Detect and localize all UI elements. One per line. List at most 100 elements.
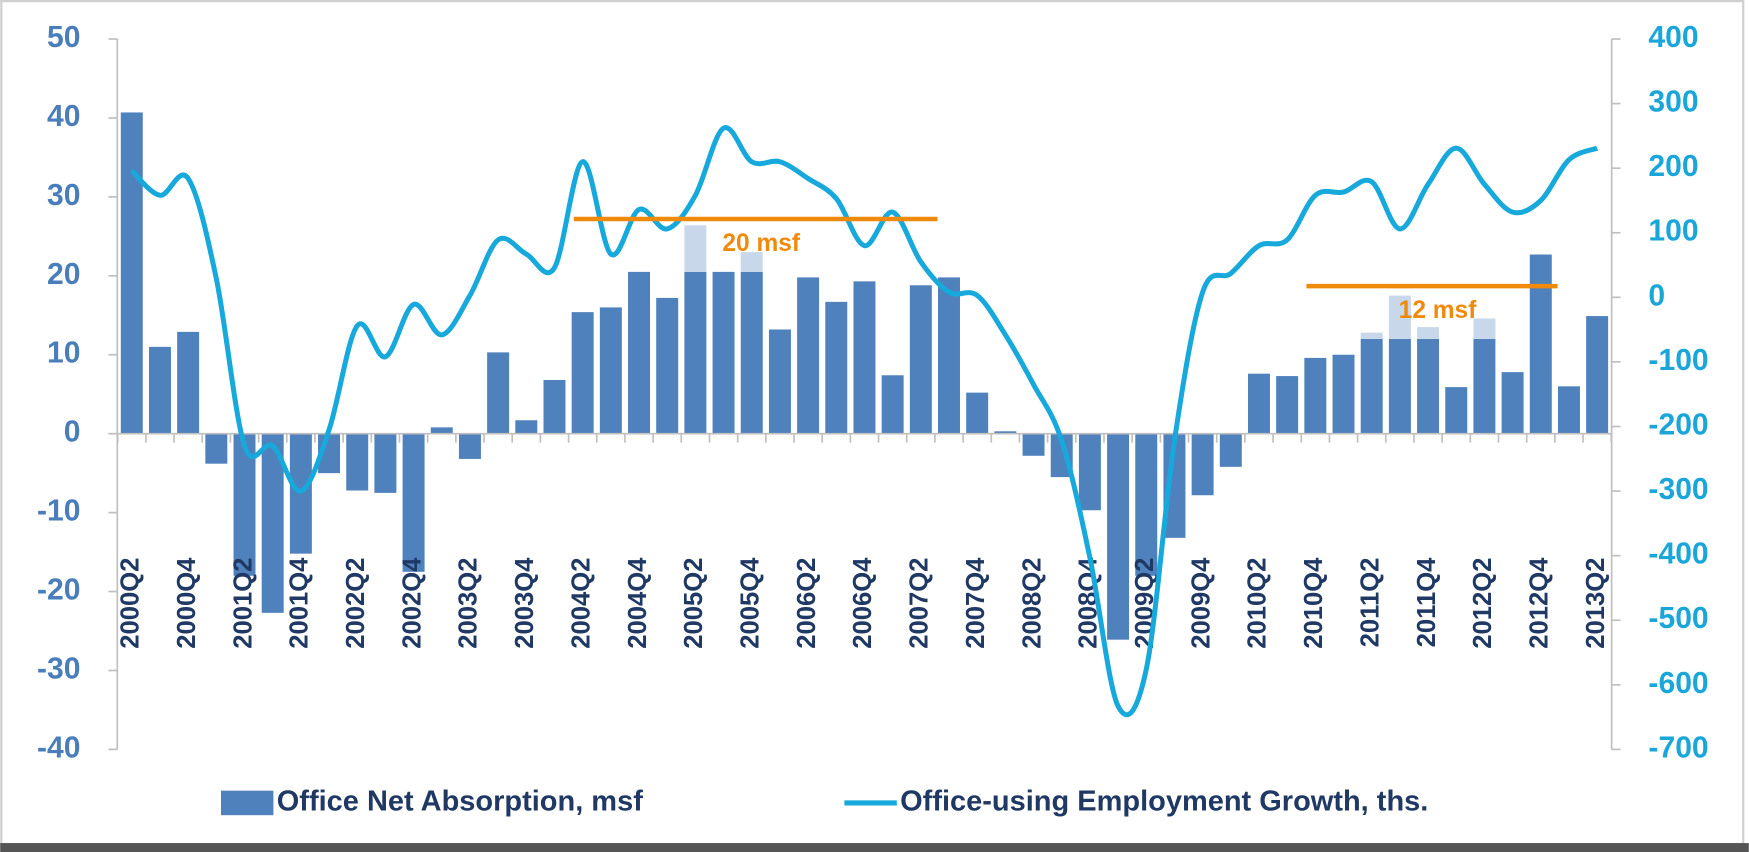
x-tick-label: 2008Q2: [1018, 558, 1046, 649]
bar-overlay: [1388, 295, 1411, 339]
y2-tick-label: -300: [1648, 473, 1708, 506]
y-tick-label: 50: [47, 21, 80, 54]
legend-label: Office Net Absorption, msf: [277, 786, 643, 818]
bar: [881, 375, 904, 434]
x-tick-label: 2004Q4: [624, 557, 652, 649]
bar: [1135, 433, 1158, 576]
bar: [797, 277, 820, 434]
x-tick-label: 2003Q4: [511, 557, 539, 649]
x-tick-label: 2001Q4: [286, 557, 314, 649]
bar: [1247, 373, 1270, 434]
bar: [853, 281, 876, 434]
y2-tick-label: 300: [1648, 86, 1698, 119]
y-tick-label: 0: [64, 416, 81, 449]
bar: [1219, 433, 1242, 467]
x-tick-label: 2004Q2: [567, 558, 595, 649]
y2-tick-label: -500: [1648, 602, 1708, 635]
bar: [1276, 376, 1299, 434]
bar: [1022, 433, 1045, 456]
line: [130, 125, 1599, 718]
y2-tick-label: 400: [1648, 21, 1698, 54]
y-tick-label: 10: [47, 337, 80, 370]
y-tick-label: -30: [37, 652, 81, 685]
y2-tick-label: 100: [1648, 215, 1698, 248]
x-tick-label: 2013Q2: [1582, 558, 1610, 649]
bar: [515, 420, 538, 434]
bar: [289, 433, 312, 554]
bar: [1332, 354, 1355, 434]
bar: [346, 433, 369, 491]
y-tick-label: -20: [37, 573, 81, 606]
x-tick-label: 2000Q2: [117, 558, 145, 649]
bar: [1163, 433, 1186, 538]
y-tick-label: 40: [47, 100, 80, 133]
x-tick-label: 2000Q4: [173, 557, 201, 649]
bar: [1501, 372, 1524, 434]
bar: [1473, 338, 1496, 434]
bar: [1586, 316, 1609, 434]
x-tick-label: 2009Q4: [1187, 557, 1215, 649]
bar: [430, 427, 453, 434]
bar: [1388, 338, 1411, 434]
bar-overlay: [740, 252, 763, 272]
x-tick-label: 2002Q2: [342, 558, 370, 649]
bar: [1417, 338, 1440, 434]
x-tick-label: 2010Q2: [1244, 558, 1272, 649]
x-tick-label: 2007Q2: [906, 558, 934, 649]
bar: [261, 433, 284, 613]
bar-overlay: [684, 225, 707, 272]
annotation-label: 20 msf: [722, 230, 801, 257]
bar: [712, 271, 735, 434]
y2-tick-label: -100: [1648, 344, 1708, 377]
bar-overlay: [1360, 332, 1383, 339]
bar: [740, 271, 763, 434]
bar: [1557, 386, 1580, 434]
x-tick-label: 2012Q4: [1526, 557, 1554, 649]
y2-tick-label: -400: [1648, 538, 1708, 571]
bar: [148, 346, 171, 434]
bar: [1078, 433, 1101, 511]
bar: [599, 307, 622, 434]
bar: [909, 285, 932, 434]
bar: [1529, 254, 1552, 434]
x-tick-label: 2002Q4: [398, 557, 426, 649]
bar: [458, 433, 481, 459]
legend-label: Office-using Employment Growth, ths.: [900, 786, 1428, 818]
y-tick-label: 30: [47, 179, 80, 212]
y-tick-label: -10: [37, 495, 81, 528]
bar: [1360, 338, 1383, 434]
x-tick-label: 2011Q2: [1356, 558, 1384, 648]
x-tick-label: 2011Q4: [1413, 557, 1441, 648]
bar: [938, 277, 960, 434]
bar: [1191, 433, 1214, 496]
bar: [994, 431, 1017, 434]
x-tick-label: 2012Q2: [1469, 558, 1497, 649]
y2-tick-label: -600: [1648, 667, 1708, 700]
annotation-label: 12 msf: [1399, 297, 1478, 324]
bar: [487, 352, 510, 434]
bar: [1304, 357, 1327, 434]
bar: [656, 297, 679, 434]
bar-overlay: [1417, 327, 1440, 339]
x-tick-label: 2006Q2: [793, 558, 821, 649]
bar: [966, 392, 989, 434]
bar: [205, 433, 228, 464]
bar: [571, 312, 594, 434]
x-tick-label: 2003Q2: [455, 558, 483, 649]
x-tick-label: 2006Q4: [849, 557, 877, 649]
bar: [684, 271, 707, 434]
y-tick-label: -40: [37, 731, 81, 764]
bar: [1445, 387, 1468, 434]
frame-shadow: [0, 843, 1749, 852]
bar: [374, 433, 397, 493]
legend-swatch: [221, 790, 274, 816]
y2-tick-label: 0: [1648, 279, 1665, 312]
bar: [628, 271, 651, 434]
bar: [177, 331, 200, 434]
bar: [768, 329, 791, 434]
x-tick-label: 2007Q4: [962, 557, 990, 649]
y2-tick-label: -200: [1648, 408, 1708, 441]
bar-overlay: [1473, 318, 1496, 339]
y2-tick-label: -700: [1648, 731, 1708, 764]
